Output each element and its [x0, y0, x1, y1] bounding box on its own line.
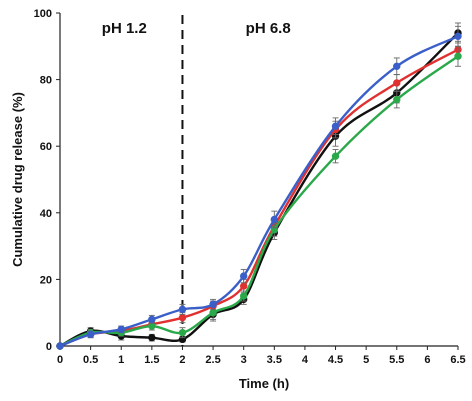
x-tick-label: 4 [302, 354, 309, 366]
data-point [239, 282, 248, 290]
data-point [270, 215, 279, 224]
data-point [178, 328, 187, 337]
data-point [393, 62, 401, 70]
x-axis-title: Time (h) [239, 376, 289, 391]
x-tick-label: 6 [424, 354, 430, 366]
x-tick-label: 5.5 [389, 354, 404, 366]
data-point [239, 272, 248, 280]
series-line [59, 35, 459, 348]
x-tick-label: 3 [241, 354, 247, 366]
y-tick-label: 40 [40, 208, 52, 220]
x-tick-label: 4.5 [328, 354, 343, 366]
ph-annotation: pH 6.8 [246, 20, 291, 37]
x-tick-label: 1 [118, 354, 124, 366]
data-point [393, 95, 401, 104]
y-tick-label: 20 [40, 274, 52, 286]
axes [56, 12, 459, 350]
y-axis-title: Cumulative drug release (%) [10, 92, 25, 267]
y-tick-label: 60 [40, 141, 52, 153]
data-point [209, 300, 217, 309]
series-line [59, 32, 459, 348]
series-line [59, 48, 459, 348]
x-tick-label: 3.5 [267, 354, 282, 366]
x-tick-label: 0 [57, 354, 63, 366]
x-tick-label: 2.5 [205, 354, 220, 366]
data-point [331, 122, 340, 130]
data-point [56, 342, 64, 350]
data-point [148, 315, 156, 324]
data-point [178, 305, 187, 314]
x-tick-label: 0.5 [83, 354, 98, 366]
y-tick-label: 0 [46, 341, 52, 353]
series-3 [56, 45, 462, 350]
data-point [239, 292, 248, 300]
labels: 0 20 40 60 80 100 0 0.5 1 1.5 2 2.5 3 3.5 4 4.5 5 5.5 6 6.5… [10, 8, 466, 391]
y-tick-label: 80 [40, 75, 52, 87]
series-1 [56, 22, 462, 350]
ph-annotation: pH 1.2 [102, 20, 147, 37]
y-tick-label: 100 [34, 8, 52, 20]
series-line [59, 55, 459, 348]
data-point [209, 309, 217, 317]
data-point [393, 79, 401, 87]
data-point [454, 52, 462, 60]
series-layer [56, 22, 462, 350]
x-tick-label: 5 [363, 354, 369, 366]
data-point [331, 152, 340, 160]
data-point [454, 32, 462, 41]
data-point [148, 333, 156, 342]
series-2 [56, 40, 462, 350]
x-tick-label: 2 [179, 354, 185, 366]
series-4 [56, 25, 462, 350]
x-tick-label: 6.5 [450, 354, 465, 366]
data-point [86, 330, 95, 339]
data-point [178, 313, 187, 322]
data-point [117, 325, 125, 334]
x-tick-label: 1.5 [144, 354, 159, 366]
